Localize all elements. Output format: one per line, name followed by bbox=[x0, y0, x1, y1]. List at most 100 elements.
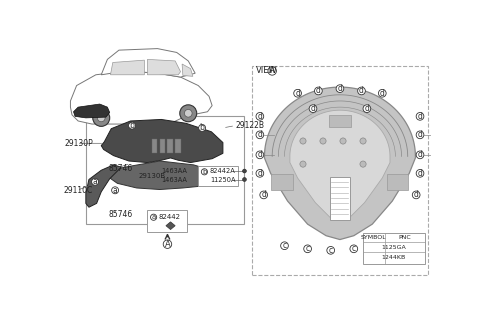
Text: c: c bbox=[352, 244, 356, 253]
Text: 29110C: 29110C bbox=[63, 186, 93, 195]
Circle shape bbox=[360, 138, 366, 144]
Polygon shape bbox=[166, 222, 175, 230]
Text: 11250A: 11250A bbox=[210, 176, 235, 182]
Circle shape bbox=[256, 113, 264, 120]
FancyBboxPatch shape bbox=[271, 174, 293, 190]
Text: 1125GA: 1125GA bbox=[382, 245, 406, 250]
Text: d: d bbox=[359, 87, 364, 95]
Polygon shape bbox=[86, 165, 121, 207]
Text: A: A bbox=[269, 67, 275, 75]
FancyBboxPatch shape bbox=[175, 139, 180, 153]
Circle shape bbox=[358, 87, 365, 95]
Text: 29130B: 29130B bbox=[138, 174, 165, 179]
Circle shape bbox=[260, 191, 267, 199]
Text: c: c bbox=[306, 244, 310, 253]
FancyBboxPatch shape bbox=[152, 139, 157, 153]
Circle shape bbox=[268, 67, 276, 75]
Text: 85746: 85746 bbox=[109, 211, 133, 219]
Text: 29130P: 29130P bbox=[64, 139, 93, 148]
Text: d: d bbox=[311, 104, 315, 113]
Circle shape bbox=[373, 242, 381, 250]
Circle shape bbox=[180, 105, 197, 122]
Text: A: A bbox=[165, 240, 170, 249]
Text: a: a bbox=[113, 186, 118, 195]
Circle shape bbox=[97, 114, 105, 122]
Circle shape bbox=[412, 191, 420, 199]
Circle shape bbox=[314, 87, 322, 95]
Text: 82442A: 82442A bbox=[210, 168, 236, 174]
Text: d: d bbox=[257, 112, 262, 121]
Text: VIEW: VIEW bbox=[256, 67, 278, 75]
Text: d: d bbox=[418, 150, 422, 159]
Circle shape bbox=[371, 244, 377, 250]
Text: 85746: 85746 bbox=[109, 164, 133, 173]
Circle shape bbox=[416, 151, 424, 159]
Text: d: d bbox=[295, 89, 300, 98]
FancyBboxPatch shape bbox=[363, 234, 425, 264]
Polygon shape bbox=[147, 59, 180, 75]
Circle shape bbox=[340, 138, 346, 144]
Text: PNC: PNC bbox=[398, 235, 411, 240]
Text: d: d bbox=[257, 130, 262, 139]
Text: b: b bbox=[202, 169, 206, 175]
Text: 29122B: 29122B bbox=[235, 121, 264, 130]
Circle shape bbox=[93, 110, 110, 126]
FancyBboxPatch shape bbox=[252, 66, 428, 275]
Circle shape bbox=[309, 105, 317, 113]
Text: d: d bbox=[414, 190, 419, 199]
Polygon shape bbox=[182, 64, 193, 76]
Polygon shape bbox=[101, 119, 223, 163]
Polygon shape bbox=[73, 104, 110, 118]
FancyBboxPatch shape bbox=[387, 174, 408, 190]
Circle shape bbox=[184, 110, 192, 117]
Circle shape bbox=[256, 131, 264, 139]
Circle shape bbox=[300, 138, 306, 144]
Text: a: a bbox=[93, 177, 97, 186]
Circle shape bbox=[256, 151, 264, 159]
Text: 1244KB: 1244KB bbox=[382, 255, 406, 260]
Circle shape bbox=[416, 170, 424, 177]
Text: d: d bbox=[418, 112, 422, 121]
Text: d: d bbox=[337, 84, 342, 93]
Text: c: c bbox=[375, 241, 379, 250]
Text: SYMBOL: SYMBOL bbox=[361, 235, 387, 240]
Circle shape bbox=[129, 122, 135, 129]
Circle shape bbox=[336, 85, 344, 92]
Polygon shape bbox=[101, 49, 195, 77]
Circle shape bbox=[92, 178, 98, 185]
Text: d: d bbox=[372, 254, 376, 260]
Text: d: d bbox=[364, 104, 369, 113]
Circle shape bbox=[320, 138, 326, 144]
Circle shape bbox=[242, 169, 246, 173]
Text: a: a bbox=[152, 214, 156, 220]
Circle shape bbox=[242, 177, 246, 181]
Circle shape bbox=[327, 246, 335, 254]
FancyBboxPatch shape bbox=[198, 166, 238, 186]
Circle shape bbox=[163, 240, 172, 248]
Text: d: d bbox=[316, 87, 321, 95]
Text: d: d bbox=[257, 169, 262, 178]
Circle shape bbox=[360, 161, 366, 167]
FancyBboxPatch shape bbox=[160, 139, 165, 153]
FancyBboxPatch shape bbox=[86, 116, 244, 224]
Polygon shape bbox=[110, 60, 144, 75]
Text: c: c bbox=[282, 241, 287, 250]
Circle shape bbox=[112, 187, 119, 194]
Text: d: d bbox=[261, 190, 266, 199]
Circle shape bbox=[294, 90, 301, 97]
Circle shape bbox=[151, 214, 156, 220]
Circle shape bbox=[416, 131, 424, 139]
FancyBboxPatch shape bbox=[329, 115, 351, 127]
Text: b: b bbox=[200, 123, 204, 133]
Circle shape bbox=[363, 105, 371, 113]
Text: d: d bbox=[418, 130, 422, 139]
FancyBboxPatch shape bbox=[330, 177, 350, 219]
Text: d: d bbox=[257, 150, 262, 159]
FancyBboxPatch shape bbox=[168, 139, 173, 153]
Circle shape bbox=[350, 245, 358, 253]
Text: 82442: 82442 bbox=[159, 214, 181, 220]
Text: d: d bbox=[380, 89, 385, 98]
Text: b: b bbox=[130, 121, 134, 130]
Polygon shape bbox=[290, 110, 390, 218]
Circle shape bbox=[304, 245, 312, 253]
